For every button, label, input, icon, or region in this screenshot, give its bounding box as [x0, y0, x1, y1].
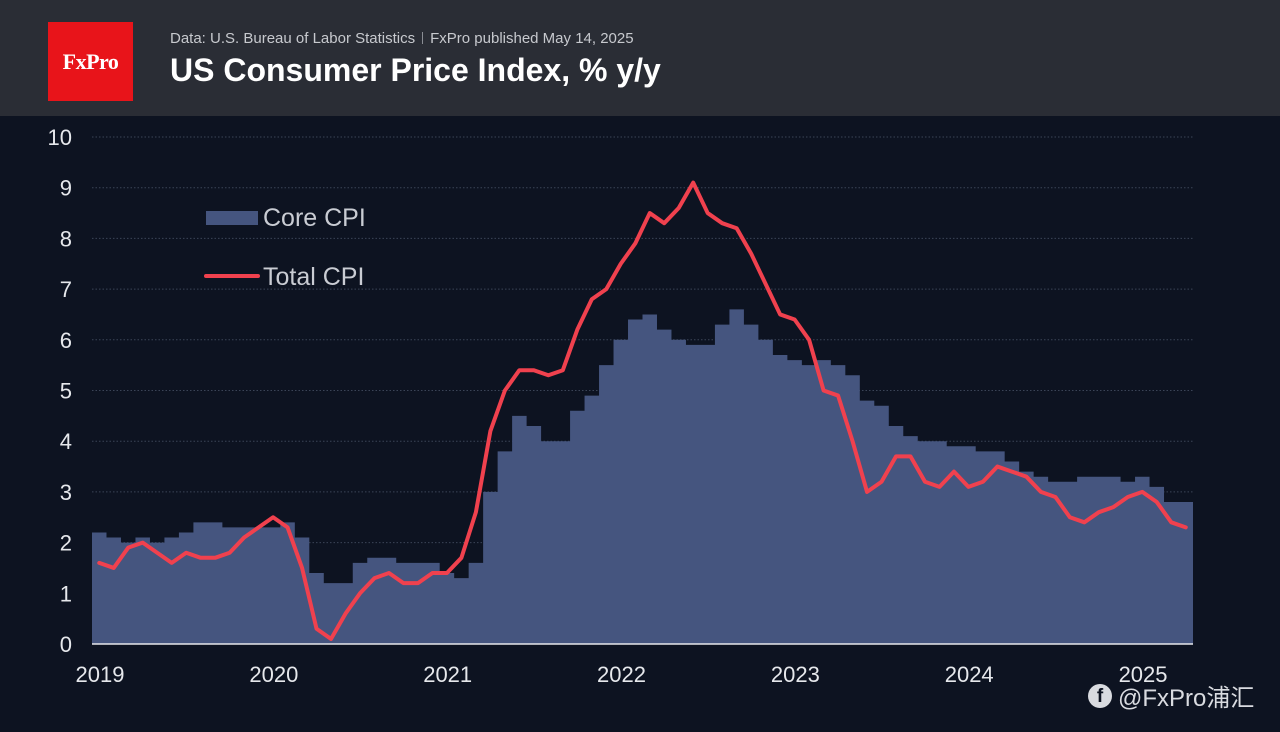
chart-source-line: Data: U.S. Bureau of Labor Statistics FxP…	[170, 30, 634, 47]
chart-header: FxPro Data: U.S. Bureau of Labor Statist…	[0, 0, 1280, 116]
x-tick-label: 2020	[249, 662, 298, 687]
y-tick-label: 1	[60, 581, 72, 606]
legend: Core CPI Total CPI	[204, 204, 366, 291]
legend-swatch-core-cpi	[206, 211, 258, 225]
x-tick-label: 2022	[597, 662, 646, 687]
core-cpi-area-group	[92, 309, 1193, 644]
y-tick-label: 10	[48, 125, 72, 150]
y-tick-label: 3	[60, 480, 72, 505]
y-tick-label: 5	[60, 379, 72, 404]
data-source-text: Data: U.S. Bureau of Labor Statistics	[170, 30, 416, 47]
fxpro-logo: FxPro	[48, 22, 133, 101]
published-date-text: FxPro published May 14, 2025	[430, 30, 634, 47]
legend-label-core-cpi: Core CPI	[263, 204, 366, 232]
core-cpi-area	[92, 309, 1193, 644]
y-tick-label: 8	[60, 226, 72, 251]
x-tick-label: 2021	[423, 662, 472, 687]
watermark: f @FxPro浦汇	[1088, 678, 1254, 713]
y-tick-label: 2	[60, 531, 72, 556]
cpi-chart: 0 1 2 3 4 5 6 7 8 9 10 2019 2020 2021 2022 2023 2024 2025…	[48, 125, 1193, 687]
chart-title: US Consumer Price Index, % y/y	[170, 52, 661, 88]
y-tick-label: 6	[60, 328, 72, 353]
separator	[422, 32, 424, 44]
legend-label-total-cpi: Total CPI	[263, 263, 364, 291]
watermark-text: @FxPro浦汇	[1118, 685, 1255, 712]
x-tick-label: 2025	[1119, 662, 1168, 687]
total-cpi-line	[97, 180, 1188, 641]
facebook-icon: f	[1088, 683, 1112, 708]
x-tick-label: 2023	[771, 662, 820, 687]
y-tick-label: 9	[60, 176, 72, 201]
axes: 0 1 2 3 4 5 6 7 8 9 10 2019 2020 2021 2022 2023 2024 2025	[48, 125, 1193, 687]
x-tick-label: 2019	[76, 662, 125, 687]
y-tick-label: 0	[60, 632, 72, 657]
y-tick-label: 4	[60, 429, 72, 454]
total-cpi-line-group	[97, 180, 1188, 641]
x-tick-label: 2024	[945, 662, 994, 687]
y-tick-label: 7	[60, 277, 72, 302]
